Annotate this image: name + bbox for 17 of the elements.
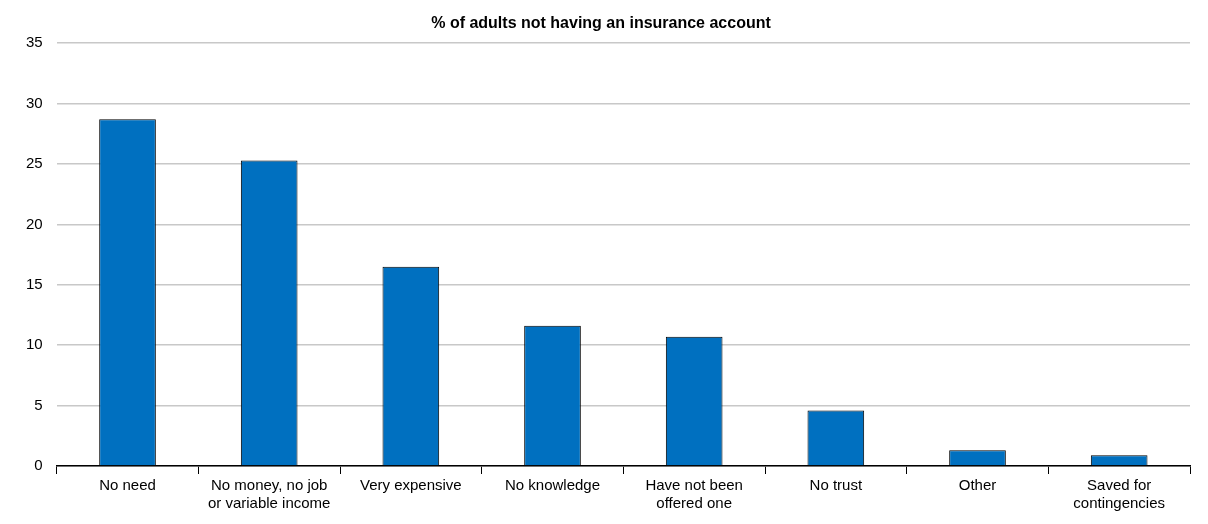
- y-tick-label: 10: [26, 335, 43, 353]
- y-tick-label: 0: [34, 456, 43, 474]
- y-tick-label: 5: [34, 395, 43, 413]
- x-tick-label: Have not been offered one: [645, 476, 743, 512]
- x-tick-label: No knowledge: [504, 476, 601, 494]
- x-tick-label: Very expensive: [359, 476, 462, 494]
- x-tick-label: Saved for contingencies: [1073, 476, 1166, 512]
- x-tick-label: No trust: [809, 476, 863, 494]
- y-tick-label: 35: [26, 33, 43, 51]
- y-tick-label: 20: [26, 214, 43, 232]
- y-tick-label: 15: [26, 274, 43, 292]
- x-tick-label: Other: [958, 476, 997, 494]
- x-tick-label: No money, no job or variable income: [207, 476, 331, 512]
- x-tick-label: No need: [99, 476, 156, 494]
- y-tick-label: 30: [26, 93, 43, 111]
- chart-title: % of adults not having an insurance account: [431, 14, 772, 32]
- y-tick-label: 25: [26, 154, 43, 172]
